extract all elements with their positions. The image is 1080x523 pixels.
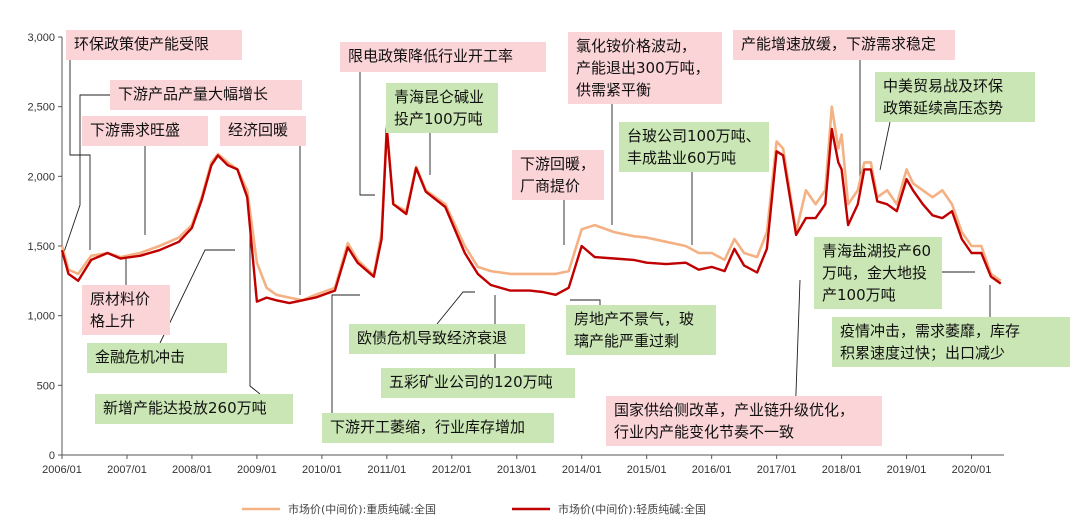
- legend-label: 市场价(中间价):重质纯碱:全国: [288, 502, 436, 516]
- legend-label: 市场价(中间价):轻质纯碱:全国: [558, 502, 706, 516]
- annotation-leader: [249, 230, 261, 395]
- annotation-text-line: 原材料价: [90, 290, 151, 308]
- annotation-box: 下游开工萎缩，行业库存增加: [322, 413, 554, 443]
- annotation-box: 产能增速放缓，下游需求稳定: [733, 30, 955, 60]
- annotation-leader: [436, 291, 475, 325]
- annotation-text-line: 五彩矿业公司的120万吨: [389, 373, 553, 391]
- y-tick-label: 1,000: [27, 311, 55, 323]
- x-tick-label: 2014/01: [562, 464, 602, 476]
- x-tick-label: 2020/01: [952, 464, 992, 476]
- annotation-box: 氯化铵价格波动， 产能退出300万吨， 供需紧平衡: [568, 32, 722, 104]
- x-tick-label: 2010/01: [302, 464, 342, 476]
- annotation-leader: [62, 94, 110, 256]
- annotation-text-line: 产100万吨: [822, 286, 896, 304]
- annotation-box: 下游产品产量大幅增长: [110, 80, 302, 110]
- annotation-text-line: 下游需求旺盛: [90, 121, 181, 139]
- annotation-box: 青海盐湖投产60 万吨，金大地投 产100万吨: [814, 237, 942, 309]
- annotation-text-line: 产能增速放缓，下游需求稳定: [741, 35, 937, 53]
- x-tick-label: 2012/01: [432, 464, 472, 476]
- annotation-box: 欧债危机导致经济衰退: [349, 324, 525, 354]
- annotation-text-line: 房地产不景气，玻: [574, 310, 695, 328]
- annotation-text-line: 环保政策使产能受限: [74, 35, 210, 53]
- annotation-text-line: 金融危机冲击: [95, 348, 186, 366]
- x-tick-label: 2008/01: [172, 464, 212, 476]
- annotation-box: 原材料价 格上升: [82, 285, 170, 335]
- y-tick-label: 3,000: [27, 32, 55, 44]
- x-tick-label: 2016/01: [692, 464, 732, 476]
- x-tick-label: 2015/01: [627, 464, 667, 476]
- annotation-text-line: 积累速度过快；出口减少: [840, 344, 1006, 362]
- y-tick-label: 0: [49, 450, 55, 462]
- x-tick-label: 2007/01: [107, 464, 147, 476]
- annotation-text-line: 政策延续高压态势: [883, 99, 1004, 117]
- annotation-text-line: 行业内产能变化节奏不一致: [614, 423, 795, 441]
- annotation-text-line: 万吨，金大地投: [822, 264, 928, 282]
- annotation-leader: [159, 249, 235, 344]
- annotation-text-line: 新增产能达投放260万吨: [103, 399, 267, 417]
- annotation-text-line: 欧债危机导致经济衰退: [357, 329, 508, 347]
- annotation-box: 青海昆仑碱业 投产100万吨: [386, 83, 498, 133]
- annotation-text-line: 厂商提价: [520, 177, 581, 195]
- annotation-box: 经济回暖: [220, 116, 306, 146]
- annotation-box: 台玻公司100万吨、 丰成盐业60万吨: [619, 122, 769, 172]
- annotation-text-line: 下游开工萎缩，行业库存增加: [330, 418, 526, 436]
- axes: 0 500 1,000 1,500 2,000 2,500 3,000 2006/01 2007…: [27, 32, 1004, 476]
- x-tick-label: 2018/01: [822, 464, 862, 476]
- annotation-leader: [879, 121, 891, 171]
- annotation-box: 疫情冲击，需求萎靡，库存 积累速度过快；出口减少: [832, 317, 1070, 367]
- annotation-text-line: 限电政策降低行业开工率: [348, 47, 514, 65]
- annotation-box: 房地产不景气，玻 璃产能严重过剩: [566, 305, 716, 355]
- y-tick-label: 500: [37, 380, 55, 392]
- annotation-leader-lines: [62, 45, 991, 422]
- annotation-box: 中美贸易战及环保 政策延续高压态势: [875, 72, 1035, 122]
- x-tick-label: 2019/01: [887, 464, 927, 476]
- annotation-box: 限电政策降低行业开工率: [340, 42, 546, 72]
- annotation-text-line: 氯化铵价格波动，: [576, 37, 697, 55]
- annotation-leader: [331, 294, 360, 413]
- annotation-box: 金融危机冲击: [87, 343, 227, 373]
- legend: 市场价(中间价):重质纯碱:全国 市场价(中间价):轻质纯碱:全国: [242, 502, 706, 516]
- annotation-text-line: 格上升: [90, 312, 136, 330]
- annotation-box: 新增产能达投放260万吨: [95, 394, 293, 424]
- annotation-text-line: 璃产能严重过剩: [574, 332, 680, 350]
- x-tick-label: 2009/01: [237, 464, 277, 476]
- annotation-box: 环保政策使产能受限: [66, 30, 242, 60]
- x-tick-label: 2013/01: [497, 464, 537, 476]
- annotation-text-line: 投产100万吨: [394, 110, 483, 128]
- annotation-text-line: 青海昆仑碱业: [394, 88, 485, 106]
- y-tick-label: 2,500: [27, 102, 55, 114]
- annotation-text-line: 台玻公司100万吨、: [627, 127, 761, 145]
- annotation-leader: [340, 56, 375, 196]
- y-tick-label: 2,000: [27, 171, 55, 183]
- series-layer: [60, 105, 1002, 305]
- annotation-text-line: 丰成盐业60万吨: [627, 149, 737, 167]
- annotation-text-line: 青海盐湖投产60: [822, 242, 932, 260]
- x-tick-label: 2011/01: [367, 464, 406, 476]
- annotation-text-line: 中美贸易战及环保: [883, 77, 1004, 95]
- annotation-text-line: 产能退出300万吨，: [576, 59, 710, 77]
- annotation-text-line: 疫情冲击，需求萎靡，库存: [840, 322, 1021, 340]
- annotation-leader: [570, 299, 601, 305]
- x-tick-label: 2017/01: [757, 464, 797, 476]
- annotation-text-line: 下游回暖，: [520, 155, 596, 173]
- annotation-box: 下游回暖， 厂商提价: [512, 150, 604, 200]
- annotation-text-line: 经济回暖: [228, 121, 289, 139]
- annotation-text-line: 供需紧平衡: [576, 81, 652, 99]
- y-tick-label: 1,500: [27, 241, 55, 253]
- annotation-text-line: 国家供给侧改革，产业链升级优化，: [614, 401, 855, 419]
- series-line-light-soda-ash: [60, 127, 1002, 305]
- annotation-box: 五彩矿业公司的120万吨: [381, 368, 575, 398]
- annotation-box: 国家供给侧改革，产业链升级优化， 行业内产能变化节奏不一致: [606, 396, 882, 446]
- x-tick-label: 2006/01: [42, 464, 82, 476]
- annotation-box: 下游需求旺盛: [82, 116, 208, 146]
- annotation-text-line: 下游产品产量大幅增长: [118, 85, 269, 103]
